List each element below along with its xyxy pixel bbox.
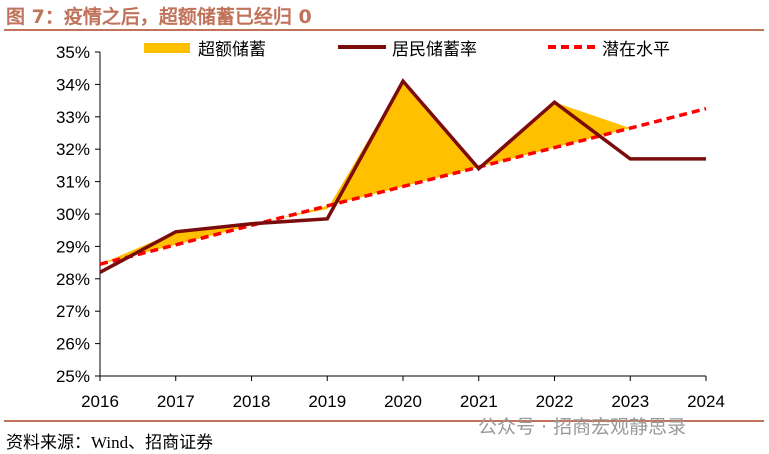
y-tick-label: 35% xyxy=(56,43,90,62)
x-tick-label: 2016 xyxy=(81,392,119,411)
y-tick-label: 30% xyxy=(56,205,90,224)
chart: 25% 26% 27% 28% 29% 30% 31% 32% 33% 34% 35% 2016 201… xyxy=(56,40,725,411)
legend-label-excess: 超额储蓄 xyxy=(198,40,266,60)
source-note: 资料来源：Wind、招商证券 xyxy=(6,433,214,452)
excess-savings-area xyxy=(100,81,706,265)
source-divider xyxy=(4,420,764,422)
y-tick-label: 28% xyxy=(56,270,90,289)
y-tick-label: 26% xyxy=(56,335,90,354)
legend-label-rate: 居民储蓄率 xyxy=(392,40,477,60)
legend-swatch-excess xyxy=(144,43,190,53)
x-tick-label: 2017 xyxy=(157,392,195,411)
savings-rate-line xyxy=(99,78,706,274)
y-tick-label: 34% xyxy=(56,75,90,94)
y-tick-label: 27% xyxy=(56,302,90,321)
y-tick-label: 29% xyxy=(56,237,90,256)
y-tick-label: 32% xyxy=(56,140,90,159)
potential-level-line xyxy=(99,107,707,266)
y-tick-label: 31% xyxy=(56,173,90,192)
legend-label-potential: 潜在水平 xyxy=(602,40,670,60)
y-tick-label: 25% xyxy=(56,367,90,386)
x-tick-label: 2021 xyxy=(460,392,498,411)
x-tick-label: 2024 xyxy=(687,392,725,411)
x-tick-label: 2019 xyxy=(308,392,346,411)
x-tick-label: 2018 xyxy=(233,392,271,411)
chart-title: 图 7：疫情之后，超额储蓄已经归 0 xyxy=(6,6,312,28)
x-tick-label: 2020 xyxy=(384,392,422,411)
x-tick-label: 2022 xyxy=(536,392,574,411)
title-divider xyxy=(4,29,764,31)
watermark: 公众号 · 招商宏观静思录 xyxy=(478,416,687,438)
y-tick-label: 33% xyxy=(56,108,90,127)
x-tick-label: 2023 xyxy=(611,392,649,411)
